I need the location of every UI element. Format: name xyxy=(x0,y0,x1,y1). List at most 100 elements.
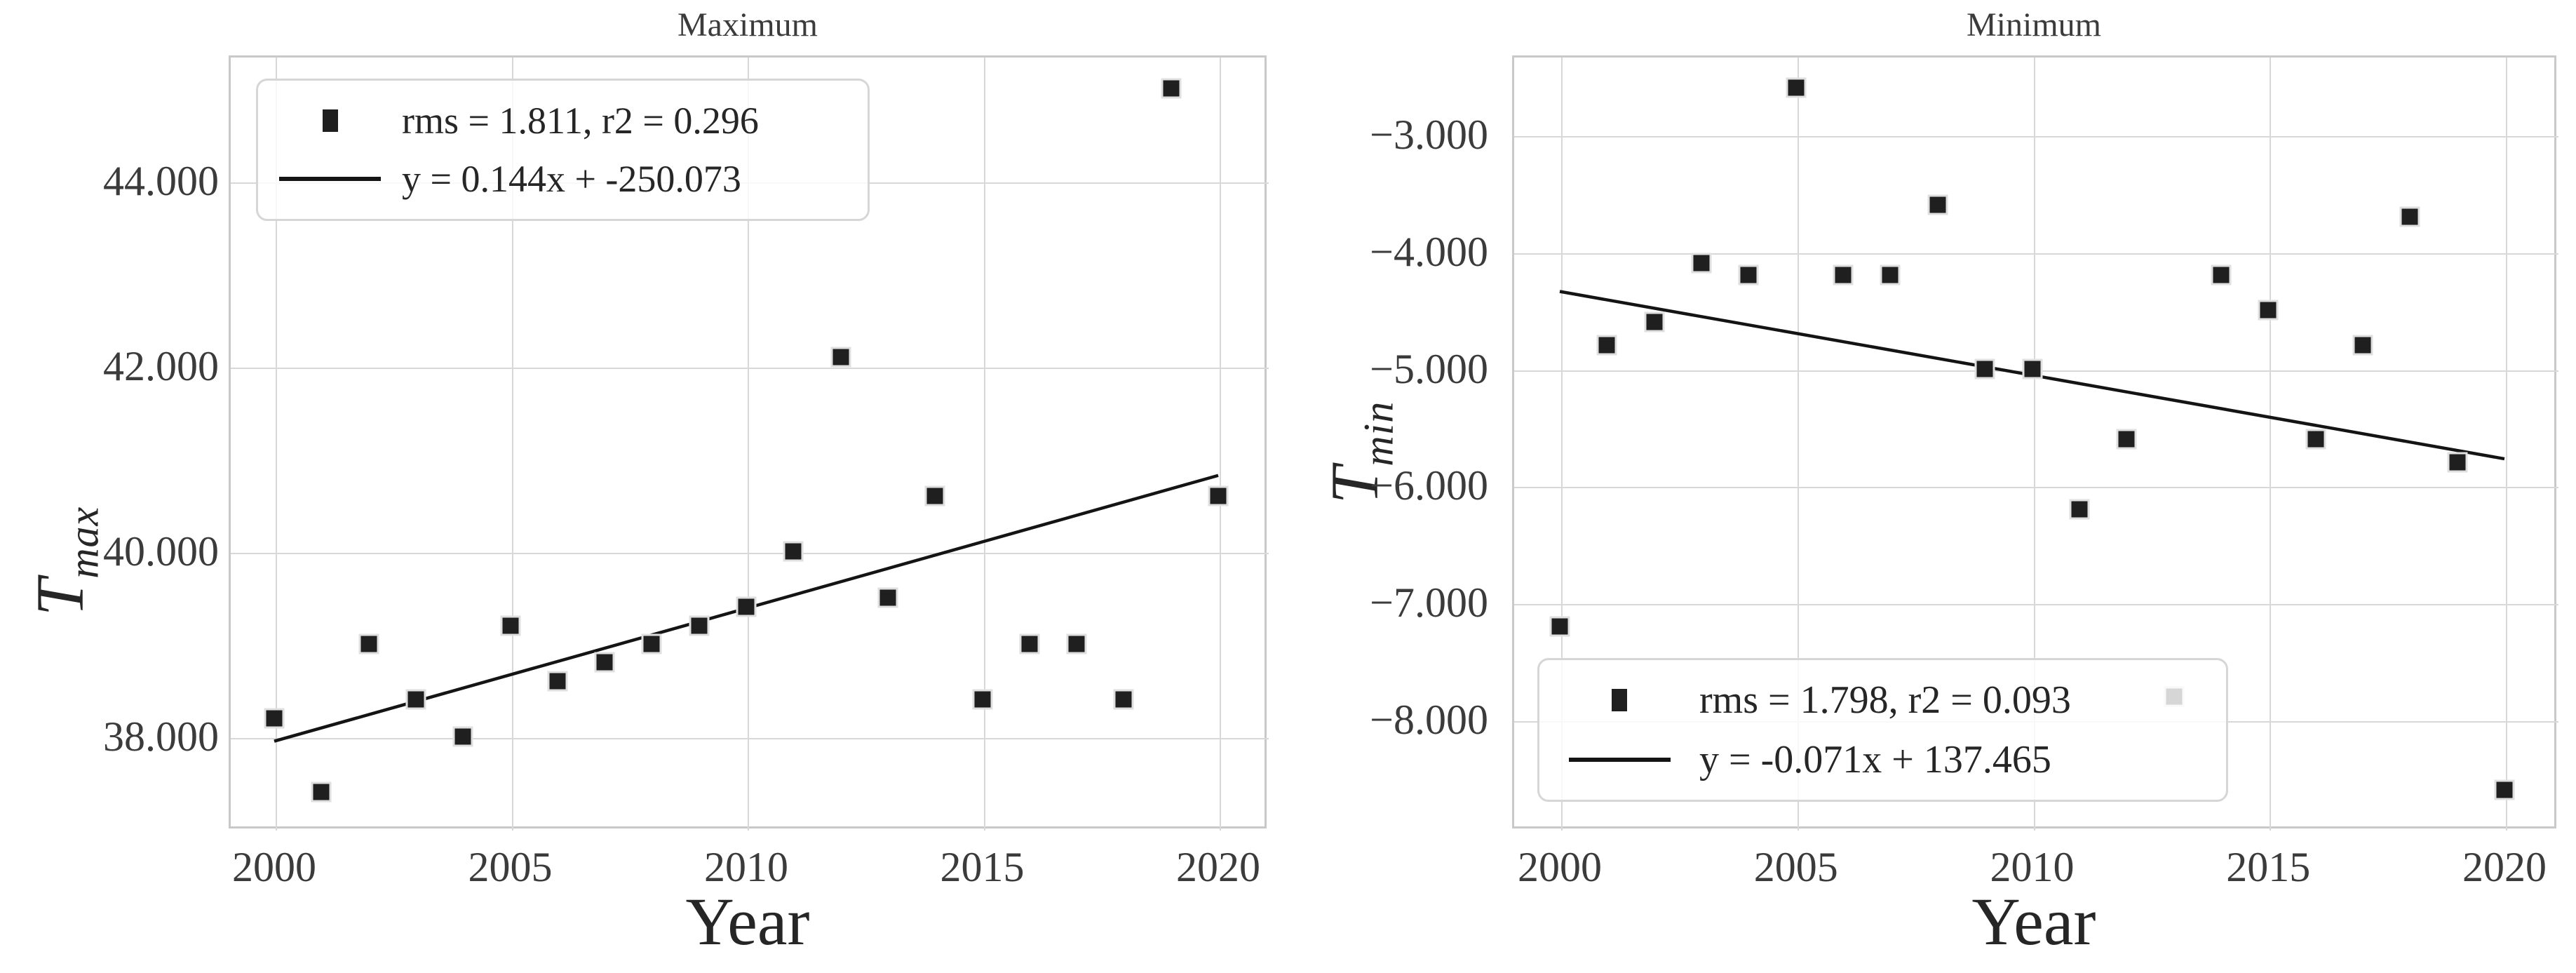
data-point-2003 xyxy=(405,689,426,710)
gridline-y--6 xyxy=(1514,487,2558,489)
scatter-marker-icon xyxy=(322,109,338,132)
gridline-x-2010 xyxy=(2033,58,2035,831)
x-tick-label: 2005 xyxy=(468,844,553,890)
y-tick-label: −4.000 xyxy=(1370,228,1488,275)
plot-title-maximum: Maximum xyxy=(677,6,818,43)
data-point-2011 xyxy=(2069,499,2090,520)
data-point-2016 xyxy=(1019,633,1040,655)
legend-marker-cell xyxy=(258,177,402,182)
data-point-2016 xyxy=(2305,429,2326,450)
legend-marker-cell xyxy=(1539,758,1699,762)
x-tick-label: 2020 xyxy=(1176,844,1260,890)
data-point-2015 xyxy=(972,689,992,710)
legend-label-rms: rms = 1.811, r2 = 0.296 xyxy=(402,99,759,142)
gridline-x-2020 xyxy=(1220,58,1221,831)
data-point-2004 xyxy=(1738,264,1759,286)
data-point-2020 xyxy=(1208,485,1229,506)
x-tick-label: 2005 xyxy=(1753,844,1838,890)
legend-row-fitline: y = 0.144x + -250.073 xyxy=(258,160,868,198)
legend-row-scatter: rms = 1.811, r2 = 0.296 xyxy=(258,102,868,140)
x-axis-label-year: Year xyxy=(685,884,810,959)
gridline-x-2005 xyxy=(1797,58,1799,831)
x-tick-label: 2010 xyxy=(1990,844,2075,890)
gridline-y--3 xyxy=(1514,136,2558,137)
x-tick-label: 2015 xyxy=(2226,844,2311,890)
data-point-2005 xyxy=(500,615,520,636)
legend-label-equation: y = -0.071x + 137.465 xyxy=(1699,738,2051,781)
plot-area-maximum xyxy=(229,55,1269,831)
x-axis-label-year: Year xyxy=(1971,884,2096,959)
data-point-2018 xyxy=(2399,206,2420,227)
data-point-2000 xyxy=(1549,616,1570,637)
legend-marker-cell xyxy=(258,109,402,132)
x-tick-label: 2015 xyxy=(940,844,1025,890)
gridline-y--4 xyxy=(1514,253,2558,255)
x-tick-label: 2020 xyxy=(2462,844,2547,890)
data-point-2010 xyxy=(736,596,757,617)
legend-row-scatter: rms = 1.798, r2 = 0.093 xyxy=(1539,680,2226,720)
legend-label-rms: rms = 1.798, r2 = 0.093 xyxy=(1699,678,2071,722)
gridline-y-40 xyxy=(231,553,1269,554)
data-point-2020 xyxy=(2494,779,2515,800)
data-point-2006 xyxy=(547,671,568,692)
data-point-2013 xyxy=(877,587,898,608)
data-point-2009 xyxy=(689,615,710,636)
legend-marker-cell xyxy=(1539,689,1699,711)
y-tick-label: −7.000 xyxy=(1370,579,1488,626)
line-marker-icon xyxy=(279,177,381,182)
gridline-x-2020 xyxy=(2506,58,2507,831)
data-point-2003 xyxy=(1691,253,1712,274)
legend-label-equation: y = 0.144x + -250.073 xyxy=(402,158,741,201)
data-point-2019 xyxy=(1161,78,1182,99)
scatter-marker-icon xyxy=(1612,689,1627,711)
gridline-x-2000 xyxy=(1561,58,1563,831)
data-point-2007 xyxy=(1880,264,1901,286)
legend-minimum: rms = 1.798, r2 = 0.093 y = -0.071x + 13… xyxy=(1537,658,2228,802)
data-point-2014 xyxy=(2211,264,2232,286)
data-point-2005 xyxy=(1786,77,1807,98)
data-point-2000 xyxy=(264,708,285,729)
data-point-2017 xyxy=(2352,335,2373,356)
y-tick-label: −8.000 xyxy=(1370,697,1488,743)
gridline-y-38 xyxy=(231,738,1269,739)
x-tick-label: 2010 xyxy=(704,844,788,890)
x-tick-label: 2000 xyxy=(1518,844,1602,890)
data-point-2012 xyxy=(830,347,851,368)
gridline-x-2000 xyxy=(276,58,277,831)
legend-row-fitline: y = -0.071x + 137.465 xyxy=(1539,740,2226,779)
data-point-2018 xyxy=(1113,689,1134,710)
data-point-2001 xyxy=(311,781,332,803)
data-point-2009 xyxy=(1974,358,1995,380)
x-tick-label: 2000 xyxy=(232,844,316,890)
gridline-y-42 xyxy=(231,368,1269,369)
data-point-2001 xyxy=(1596,335,1617,356)
y-tick-label: −3.000 xyxy=(1370,112,1488,158)
y-tick-label: −5.000 xyxy=(1370,345,1488,392)
data-point-2002 xyxy=(1644,311,1665,333)
y-tick-label: 38.000 xyxy=(103,713,219,760)
data-point-2019 xyxy=(2447,452,2468,473)
data-point-2008 xyxy=(641,633,662,655)
data-point-2017 xyxy=(1066,633,1087,655)
y-tick-label: −6.000 xyxy=(1370,462,1488,509)
y-tick-label: 44.000 xyxy=(103,158,219,204)
data-point-2011 xyxy=(783,541,804,562)
gridline-x-2015 xyxy=(983,58,985,831)
y-tick-label: 40.000 xyxy=(103,528,219,575)
data-point-2007 xyxy=(594,652,615,673)
gridline-y--7 xyxy=(1514,604,2558,606)
data-point-2012 xyxy=(2116,429,2137,450)
data-point-2014 xyxy=(924,485,945,506)
legend-maximum: rms = 1.811, r2 = 0.296 y = 0.144x + -25… xyxy=(256,79,870,221)
gridline-x-2010 xyxy=(748,58,749,831)
data-point-2008 xyxy=(1927,194,1948,215)
line-marker-icon xyxy=(1568,758,1671,762)
data-point-2010 xyxy=(2022,358,2042,380)
y-tick-label: 42.000 xyxy=(103,343,219,389)
data-point-2006 xyxy=(1833,264,1854,286)
data-point-2015 xyxy=(2258,300,2279,321)
gridline-x-2015 xyxy=(2270,58,2272,831)
gridline-x-2005 xyxy=(511,58,513,831)
plot-title-minimum: Minimum xyxy=(1966,6,2102,43)
